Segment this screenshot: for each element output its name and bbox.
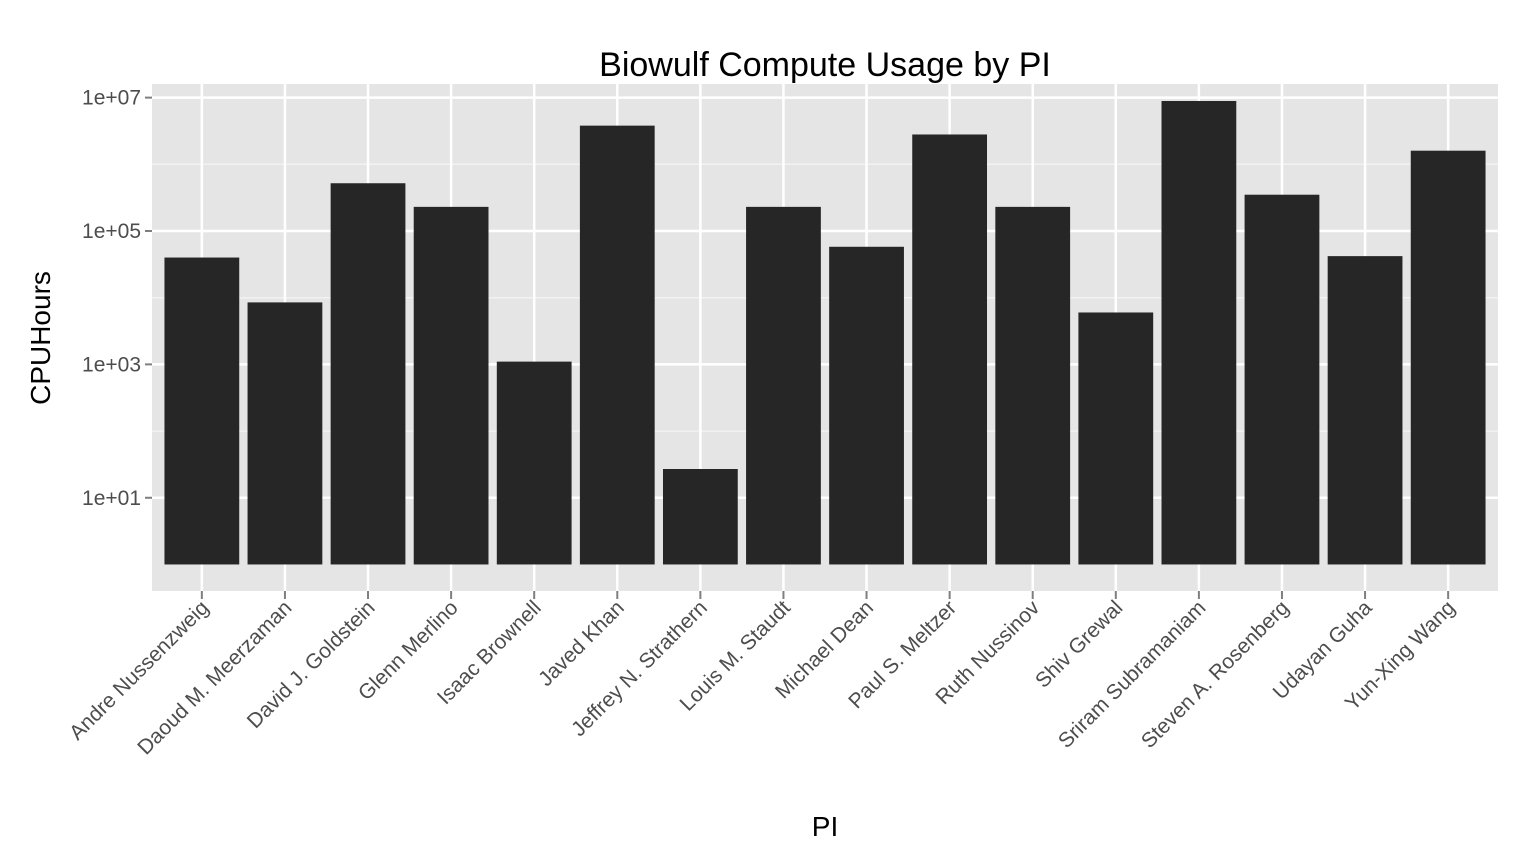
x-tick-label: Daoud M. Meerzaman [133,596,296,759]
bar [496,361,572,565]
bar [995,206,1071,565]
y-tick-label: 1e+03 [82,353,141,376]
y-axis: 1e+01 1e+03 1e+05 1e+07 [82,87,152,510]
bar [1161,100,1237,565]
bar [912,134,988,565]
bar [247,302,323,565]
y-tick-label: 1e+05 [82,220,141,243]
bar [662,468,738,565]
chart-title: Biowulf Compute Usage by PI [599,46,1051,84]
y-tick-label: 1e+01 [82,487,141,510]
bar [746,206,821,565]
bar [1410,150,1486,565]
bar [1078,312,1154,565]
x-tick-label: Sriram Subramaniam [1054,596,1211,753]
bar [413,206,489,565]
y-axis-title: CPUHours [25,271,56,405]
bar [829,246,904,565]
x-tick-label: Andre Nussenzweig [65,596,213,744]
bar [164,257,240,565]
x-axis-title: PI [812,811,838,842]
bar [1244,194,1320,565]
bar [330,183,406,565]
x-tick-label: Steven A. Rosenberg [1137,596,1294,753]
bars [164,100,1486,565]
x-tick-label: Jeffrey N. Strathern [567,596,712,741]
bar [579,125,655,565]
y-tick-label: 1e+07 [82,87,141,110]
bar [1327,256,1403,565]
